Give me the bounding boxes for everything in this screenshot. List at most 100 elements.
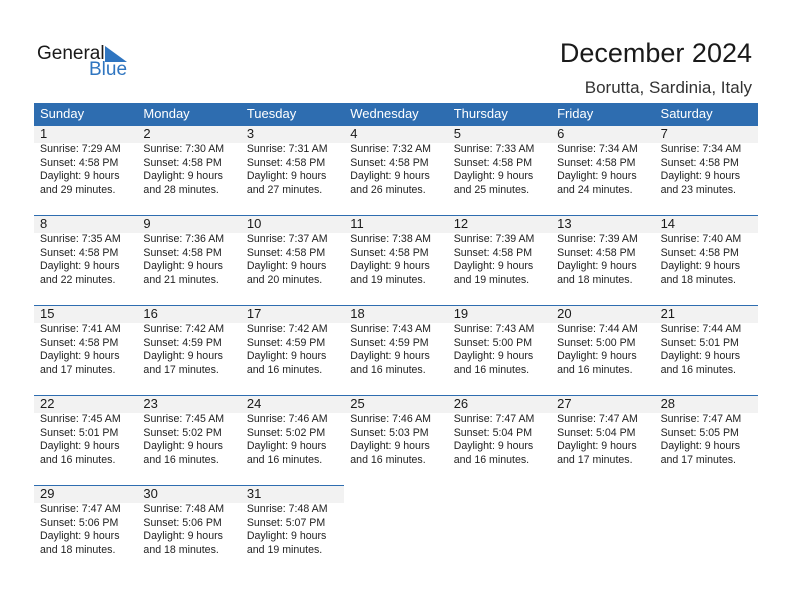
sunset-text: Sunset: 4:58 PM — [246, 156, 326, 169]
sunset-text: Sunset: 5:06 PM — [143, 516, 222, 529]
sunrise-text: Sunrise: 7:44 AM — [660, 323, 742, 335]
day-number-band — [34, 395, 758, 413]
daylight-minutes-text: and 22 minutes. — [40, 273, 116, 286]
week-row: 8 Sunrise: 7:35 AM Sunset: 4:58 PM Daylight… — [34, 215, 758, 305]
daylight-text: Daylight: 9 hours — [350, 170, 430, 182]
daylight-text: Daylight: 9 hours — [143, 260, 223, 272]
day-number: 6 — [557, 126, 565, 141]
daylight-minutes-text: and 25 minutes. — [453, 183, 530, 196]
daylight-minutes-text: and 29 minutes. — [40, 183, 116, 196]
daylight-minutes-text: and 16 minutes. — [660, 363, 736, 376]
daylight-minutes-text: and 16 minutes. — [350, 363, 426, 376]
sunset-text: Sunset: 4:58 PM — [143, 246, 222, 259]
sunset-text: Sunset: 5:04 PM — [557, 426, 636, 439]
calendar-grid: 1 Sunrise: 7:29 AM Sunset: 4:58 PM Daylight… — [34, 125, 758, 575]
day-number: 18 — [350, 306, 365, 321]
day-cell: 18 Sunrise: 7:43 AM Sunset: 4:59 PM Dayligh… — [344, 305, 447, 395]
sunrise-text: Sunrise: 7:34 AM — [557, 143, 638, 155]
day-number: 22 — [40, 396, 55, 411]
sunrise-text: Sunrise: 7:31 AM — [246, 143, 328, 155]
day-cell: 22 Sunrise: 7:45 AM Sunset: 5:01 PM Dayligh… — [34, 395, 137, 485]
day-number: 11 — [350, 216, 364, 231]
day-number: 5 — [453, 126, 461, 141]
daylight-text: Daylight: 9 hours — [246, 170, 327, 182]
daylight-minutes-text: and 18 minutes. — [660, 273, 736, 286]
daylight-text: Daylight: 9 hours — [40, 530, 120, 542]
day-cell: 14 Sunrise: 7:40 AM Sunset: 4:58 PM Dayligh… — [655, 215, 758, 305]
daylight-text: Daylight: 9 hours — [143, 440, 223, 452]
day-cell: 24 Sunrise: 7:46 AM Sunset: 5:02 PM Dayligh… — [241, 395, 344, 485]
logo-triangle-icon — [105, 46, 127, 62]
day-cell: 19 Sunrise: 7:43 AM Sunset: 5:00 PM Dayligh… — [448, 305, 551, 395]
daylight-minutes-text: and 19 minutes. — [246, 543, 323, 556]
day-cell: 2 Sunrise: 7:30 AM Sunset: 4:58 PM Daylight… — [137, 125, 240, 215]
sunrise-text: Sunrise: 7:32 AM — [350, 143, 431, 155]
day-cell: 5 Sunrise: 7:33 AM Sunset: 4:58 PM Daylight… — [448, 125, 551, 215]
logo: General Blue — [37, 43, 137, 83]
sunrise-text: Sunrise: 7:34 AM — [660, 143, 742, 155]
sunrise-text: Sunrise: 7:38 AM — [350, 233, 431, 245]
weekday-wednesday: Wednesday — [350, 106, 419, 121]
daylight-text: Daylight: 9 hours — [143, 530, 223, 542]
daylight-minutes-text: and 26 minutes. — [350, 183, 426, 196]
sunset-text: Sunset: 5:06 PM — [40, 516, 119, 529]
daylight-text: Daylight: 9 hours — [557, 260, 637, 272]
day-number: 14 — [660, 216, 676, 231]
day-number: 15 — [40, 306, 55, 321]
day-number: 9 — [143, 216, 151, 231]
sunset-text: Sunset: 4:58 PM — [246, 246, 326, 259]
day-cell: 1 Sunrise: 7:29 AM Sunset: 4:58 PM Daylight… — [34, 125, 137, 215]
weekday-thursday: Thursday — [453, 106, 508, 121]
weekday-friday: Friday — [557, 106, 594, 121]
daylight-minutes-text: and 23 minutes. — [660, 183, 736, 196]
daylight-minutes-text: and 16 minutes. — [453, 453, 530, 466]
daylight-text: Daylight: 9 hours — [246, 530, 327, 542]
day-cell: 17 Sunrise: 7:42 AM Sunset: 4:59 PM Dayligh… — [241, 305, 344, 395]
logo-text-general: General — [37, 43, 105, 64]
daylight-text: Daylight: 9 hours — [143, 350, 223, 362]
day-number: 28 — [660, 396, 676, 411]
day-number: 29 — [40, 486, 55, 501]
daylight-text: Daylight: 9 hours — [453, 260, 534, 272]
sunrise-text: Sunrise: 7:45 AM — [40, 413, 121, 425]
day-number: 20 — [557, 306, 572, 321]
sunset-text: Sunset: 5:02 PM — [143, 426, 222, 439]
day-cell: 9 Sunrise: 7:36 AM Sunset: 4:58 PM Daylight… — [137, 215, 240, 305]
sunset-text: Sunset: 4:58 PM — [557, 246, 636, 259]
sunset-text: Sunset: 5:01 PM — [660, 336, 739, 349]
day-cell: 4 Sunrise: 7:32 AM Sunset: 4:58 PM Daylight… — [344, 125, 447, 215]
sunrise-text: Sunrise: 7:43 AM — [453, 323, 535, 335]
sunset-text: Sunset: 4:58 PM — [350, 156, 429, 169]
daylight-text: Daylight: 9 hours — [660, 170, 741, 182]
sunset-text: Sunset: 4:58 PM — [453, 156, 533, 169]
daylight-text: Daylight: 9 hours — [660, 260, 741, 272]
day-number: 31 — [246, 486, 262, 501]
daylight-text: Daylight: 9 hours — [246, 440, 327, 452]
sunset-text: Sunset: 5:00 PM — [557, 336, 636, 349]
daylight-minutes-text: and 16 minutes. — [143, 453, 219, 466]
daylight-minutes-text: and 18 minutes. — [143, 543, 219, 556]
sunrise-text: Sunrise: 7:48 AM — [246, 503, 328, 515]
day-number: 19 — [453, 306, 469, 321]
sunset-text: Sunset: 4:58 PM — [350, 246, 429, 259]
daylight-minutes-text: and 16 minutes. — [246, 453, 323, 466]
day-cell: 6 Sunrise: 7:34 AM Sunset: 4:58 PM Daylight… — [551, 125, 654, 215]
day-number: 1 — [40, 126, 48, 141]
daylight-minutes-text: and 19 minutes. — [350, 273, 426, 286]
day-cell: 26 Sunrise: 7:47 AM Sunset: 5:04 PM Dayligh… — [448, 395, 551, 485]
day-cell: 7 Sunrise: 7:34 AM Sunset: 4:58 PM Daylight… — [655, 125, 758, 215]
day-number: 25 — [350, 396, 365, 411]
sunset-text: Sunset: 4:58 PM — [40, 156, 119, 169]
sunset-text: Sunset: 4:58 PM — [40, 246, 119, 259]
daylight-text: Daylight: 9 hours — [453, 170, 534, 182]
daylight-minutes-text: and 28 minutes. — [143, 183, 219, 196]
weekday-header: Sunday Monday Tuesday Wednesday Thursday… — [34, 103, 758, 125]
sunset-text: Sunset: 5:04 PM — [453, 426, 533, 439]
sunset-text: Sunset: 5:01 PM — [40, 426, 119, 439]
sunset-text: Sunset: 5:02 PM — [246, 426, 326, 439]
week-row: 15 Sunrise: 7:41 AM Sunset: 4:58 PM Dayligh… — [34, 305, 758, 395]
day-number: 12 — [453, 216, 469, 231]
sunrise-text: Sunrise: 7:46 AM — [350, 413, 431, 425]
day-cell: 29 Sunrise: 7:47 AM Sunset: 5:06 PM Dayligh… — [34, 485, 137, 575]
